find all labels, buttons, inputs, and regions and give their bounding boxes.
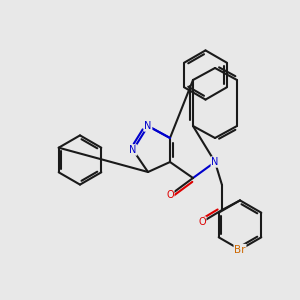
Text: N: N [129,145,137,155]
Text: N: N [144,121,152,131]
Text: O: O [166,190,174,200]
Text: Br: Br [234,244,246,255]
Text: N: N [211,157,219,167]
Text: O: O [198,217,206,227]
